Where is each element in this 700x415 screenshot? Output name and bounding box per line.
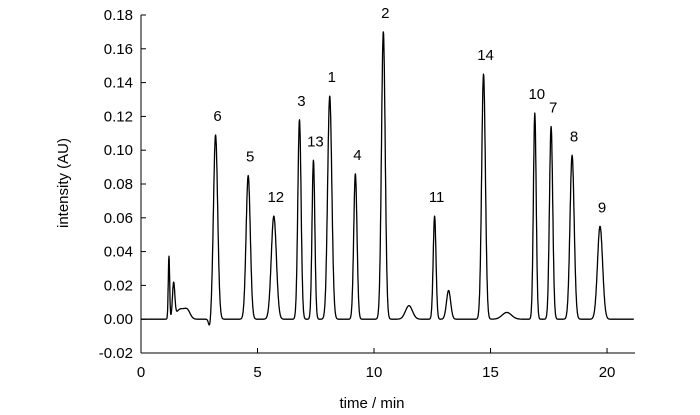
x-tick-label: 10 [366,364,383,381]
peak-label-9: 9 [598,199,606,216]
peak-label-12: 12 [267,189,284,206]
peak-label-10: 10 [528,86,545,103]
peak-label-5: 5 [246,149,254,166]
peak-label-14: 14 [477,47,494,64]
peak-label-1: 1 [328,69,336,86]
y-tick-label: 0.02 [104,277,133,294]
y-tick-label: 0.00 [104,311,133,328]
y-tick-label: 0.08 [104,176,133,193]
y-axis: -0.02 0.00 0.02 0.04 0.06 0.08 0.10 0.12 0.14 0.1… [99,7,146,362]
y-tick-label: 0.18 [104,7,133,24]
peak-label-3: 3 [297,93,305,110]
peak-label-4: 4 [353,147,361,164]
peak-label-7: 7 [549,100,557,117]
y-axis-label: intensity (AU) [55,138,72,228]
x-tick-label: 20 [599,364,616,381]
peak-label-11: 11 [429,189,445,206]
peak-label-6: 6 [213,108,221,125]
y-tick-label: 0.04 [104,244,133,261]
y-tick-label: 0.12 [104,108,133,125]
y-tick-label: 0.10 [104,142,133,159]
x-axis-label: time / min [339,395,404,412]
y-tick-label: 0.16 [104,41,133,58]
peak-label-8: 8 [570,128,578,145]
y-tick-label: 0.14 [104,75,133,92]
x-tick-label: 15 [482,364,499,381]
x-tick-label: 0 [137,364,145,381]
peak-label-13: 13 [307,133,324,150]
peak-label-2: 2 [381,5,389,22]
x-tick-label: 5 [253,364,261,381]
chromatogram-trace [140,31,635,326]
y-tick-label: 0.06 [104,210,133,227]
x-axis: 0 5 10 15 20 [137,348,635,381]
y-tick-label: -0.02 [99,345,133,362]
